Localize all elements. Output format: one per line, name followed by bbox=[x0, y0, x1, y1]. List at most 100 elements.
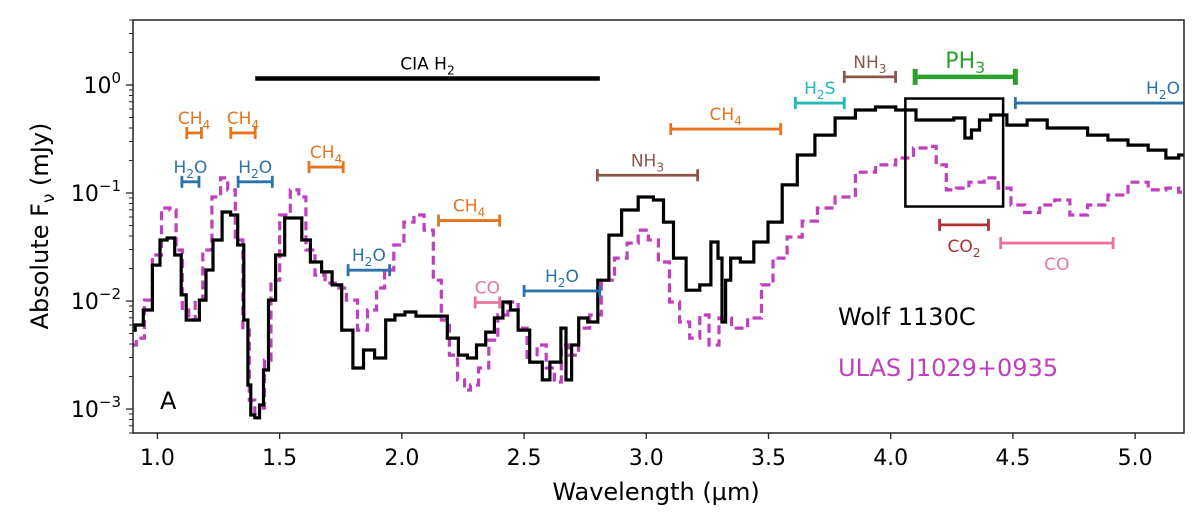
annotation-label-main: H bbox=[238, 158, 251, 178]
svg-text:Absolute Fν (mJy): Absolute Fν (mJy) bbox=[26, 123, 59, 330]
legend-wolf-1130c: Wolf 1130C bbox=[838, 303, 976, 331]
annotation-label-subscript: 3 bbox=[879, 62, 887, 76]
annotation-label: H2O bbox=[238, 158, 272, 181]
panel-label: A bbox=[160, 387, 177, 415]
x-tick-label: 5.0 bbox=[1118, 446, 1153, 471]
annotation-ch4: CH4 bbox=[669, 105, 783, 136]
annotation-label-tail: O bbox=[1167, 79, 1180, 99]
annotation-label-subscript: 4 bbox=[478, 206, 486, 220]
x-axis-label: Wavelength (µm) bbox=[552, 478, 759, 506]
x-tick-label: 2.5 bbox=[507, 446, 542, 471]
annotation-label-main: CIA H bbox=[400, 54, 447, 74]
annotation-label: CO bbox=[1044, 255, 1069, 275]
y-tick-label: 10−3 bbox=[71, 393, 121, 423]
y-axis-label: Absolute Fν (mJy) bbox=[26, 123, 59, 330]
annotation-label-subscript: 2 bbox=[973, 246, 981, 260]
annotation-ch4: CH4 bbox=[437, 197, 502, 227]
annotation-label-main: CO bbox=[947, 237, 972, 257]
annotation-label-main: H bbox=[173, 158, 186, 178]
x-tick-label: 2.0 bbox=[384, 446, 419, 471]
plot-frame bbox=[132, 19, 1185, 434]
annotation-label-main: H bbox=[1146, 79, 1159, 99]
plot-area bbox=[133, 97, 1184, 420]
annotation-ph3: PH3 bbox=[912, 49, 1018, 85]
y-tick-label: 10−2 bbox=[71, 285, 121, 315]
annotation-label-subscript: 2 bbox=[558, 276, 566, 290]
annotation-label-main: CH bbox=[310, 143, 335, 163]
annotation-co: CO bbox=[473, 278, 502, 309]
annotation-label: CO2 bbox=[947, 237, 980, 260]
annotation-label-subscript: 3 bbox=[975, 58, 985, 77]
annotation-h2o: H2O bbox=[236, 158, 274, 188]
annotation-co2: CO2 bbox=[938, 218, 990, 260]
annotation-label: PH3 bbox=[945, 49, 985, 77]
annotation-label: H2O bbox=[1146, 79, 1180, 102]
annotation-label: CIA H2 bbox=[400, 54, 455, 77]
y-tick-label-base: 10 bbox=[71, 398, 99, 423]
annotation-label-main: PH bbox=[945, 49, 975, 74]
series-line-wolf-1130c bbox=[133, 105, 1184, 420]
annotation-label-main: CH bbox=[709, 105, 734, 125]
y-tick-label-exponent: 0 bbox=[111, 69, 121, 87]
annotation-ch4: CH4 bbox=[178, 109, 211, 139]
x-tick-label: 4.5 bbox=[995, 446, 1030, 471]
annotation-label: CH4 bbox=[453, 197, 486, 220]
annotation-label-subscript: 3 bbox=[656, 160, 664, 174]
annotation-label-main: NH bbox=[853, 53, 879, 73]
axes: 1.0 1.5 2.0 2.5 3.0 3.5 4.0 4.5 5.010010−110−210… bbox=[71, 19, 1185, 471]
annotation-label-tail: O bbox=[372, 246, 385, 266]
annotation-label: NH3 bbox=[631, 151, 664, 174]
annotation-label-subscript: 4 bbox=[734, 114, 742, 128]
annotation-ch4: CH4 bbox=[227, 109, 260, 139]
annotation-label-subscript: 4 bbox=[251, 118, 259, 132]
annotation-label-subscript: 2 bbox=[1159, 88, 1167, 102]
annotation-label: CH4 bbox=[227, 109, 260, 132]
annotation-label-subscript: 4 bbox=[335, 152, 343, 166]
annotation-label-subscript: 2 bbox=[365, 255, 373, 269]
annotation-h2o: H2O bbox=[173, 158, 207, 188]
annotation-label-main: CH bbox=[227, 109, 252, 129]
annotation-h2s: H2S bbox=[793, 79, 846, 110]
annotation-label: CO bbox=[475, 278, 500, 298]
x-tick-label: 3.5 bbox=[751, 446, 786, 471]
x-tick-label: 1.5 bbox=[262, 446, 297, 471]
y-tick-label-base: 10 bbox=[71, 290, 99, 315]
annotation-label-subscript: 2 bbox=[817, 88, 825, 102]
annotation-label-subscript: 2 bbox=[186, 167, 194, 181]
annotation-label-main: CH bbox=[453, 197, 478, 217]
y-tick-label-exponent: −1 bbox=[99, 177, 121, 195]
y-axis-label-main: Absolute F bbox=[26, 203, 54, 329]
annotation-ch4: CH4 bbox=[307, 143, 345, 174]
annotation-label: CH4 bbox=[310, 143, 343, 166]
annotation-co: CO bbox=[999, 237, 1115, 275]
annotation-label-tail: S bbox=[825, 79, 836, 99]
annotation-label: CH4 bbox=[709, 105, 742, 128]
annotation-label: NH3 bbox=[853, 53, 886, 76]
annotation-cia-h2: CIA H2 bbox=[255, 54, 600, 81]
annotation-h2o: H2O bbox=[346, 246, 392, 277]
annotation-label-subscript: 4 bbox=[203, 118, 211, 132]
x-tick-label: 4.0 bbox=[873, 446, 908, 471]
annotation-label-main: CO bbox=[475, 278, 500, 298]
annotation-label: H2O bbox=[352, 246, 386, 269]
x-tick-label: 3.0 bbox=[629, 446, 664, 471]
y-tick-label: 10−1 bbox=[71, 177, 121, 207]
series-line-ulas-j1029-0935 bbox=[133, 144, 1184, 420]
annotation-label-subscript: 2 bbox=[251, 167, 259, 181]
annotation-label: H2S bbox=[804, 79, 835, 102]
annotation-label-subscript: 2 bbox=[447, 63, 455, 77]
annotation-label-main: H bbox=[352, 246, 365, 266]
annotation-label-main: H bbox=[545, 267, 558, 287]
highlight-box bbox=[904, 97, 1005, 208]
annotation-label-tail: O bbox=[194, 158, 207, 178]
annotation-label-main: H bbox=[804, 79, 817, 99]
annotation-label: H2O bbox=[173, 158, 207, 181]
legend-ulas-j1029: ULAS J1029+0935 bbox=[838, 354, 1058, 382]
y-tick-label-exponent: −3 bbox=[99, 393, 121, 411]
annotation-label-tail: O bbox=[566, 267, 579, 287]
y-tick-label-base: 10 bbox=[71, 182, 99, 207]
annotation-label: CH4 bbox=[178, 109, 211, 132]
y-axis-label-sub: ν bbox=[39, 194, 59, 204]
annotation-nh3: NH3 bbox=[842, 53, 897, 83]
